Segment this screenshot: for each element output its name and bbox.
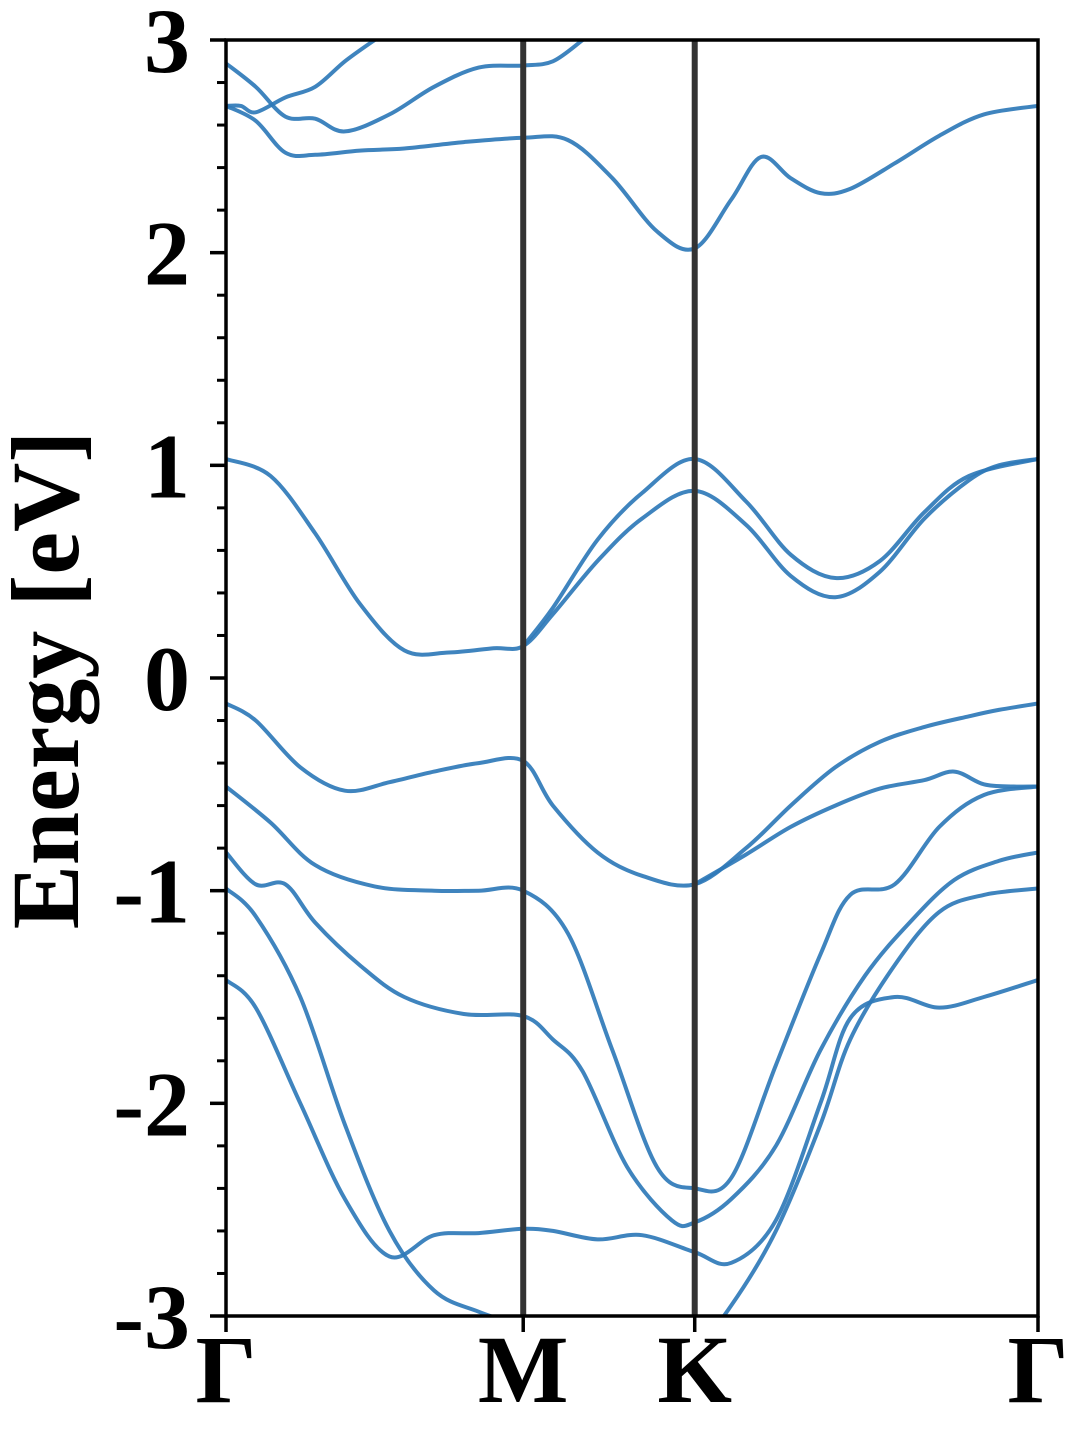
- y-tick-label: 0: [144, 628, 190, 730]
- band-line-2: [226, 886, 1038, 1316]
- y-tick-label: -2: [113, 1053, 190, 1155]
- x-tick-label: Γ: [195, 1316, 256, 1423]
- band-line-5: [226, 701, 1038, 888]
- x-tick-label: K: [657, 1316, 732, 1423]
- high-symmetry-lines: [520, 40, 698, 1316]
- band-line-8: [521, 456, 1038, 649]
- y-axis-label: Energy [eV]: [0, 431, 99, 930]
- y-tick-label: 2: [144, 203, 190, 305]
- band-line-11: [226, 40, 377, 115]
- band-line-4: [226, 784, 1038, 1194]
- band-line-6: [692, 769, 1038, 887]
- x-tick-label: Γ: [1007, 1316, 1068, 1423]
- band-line-7: [226, 457, 1038, 657]
- band-line-3: [226, 850, 1038, 1229]
- band-line-10: [226, 40, 585, 134]
- y-tick-label: -1: [113, 841, 190, 943]
- plot-frame: [224, 38, 1040, 1318]
- y-tick-label: 3: [144, 0, 190, 92]
- band-lines: [226, 40, 1038, 1316]
- y-tick-label: 1: [144, 415, 190, 517]
- band-line-1: [226, 978, 1038, 1267]
- x-tick-label: M: [478, 1316, 569, 1423]
- y-axis-ticks: -3 -2 -1 0 1 2 3: [113, 0, 226, 1368]
- band-line-9: [226, 103, 1038, 252]
- y-tick-label: -3: [113, 1266, 190, 1368]
